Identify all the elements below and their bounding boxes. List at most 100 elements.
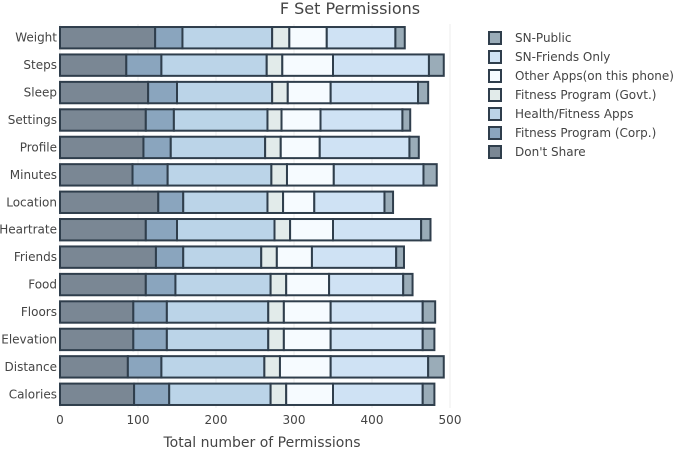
bar-segment xyxy=(421,300,437,324)
bar-segment xyxy=(278,355,332,379)
bar-segment xyxy=(165,327,270,352)
bar-segment xyxy=(329,80,420,105)
bar-segment xyxy=(142,135,172,160)
bar-segment xyxy=(132,300,168,324)
bar-segment xyxy=(285,272,331,297)
bar-segment xyxy=(266,190,285,214)
y-tick-label: Sleep xyxy=(24,86,57,100)
bar-segment xyxy=(329,327,424,352)
bar-segment xyxy=(310,245,398,269)
legend-label: SN-Friends Only xyxy=(515,50,610,64)
bar-segment xyxy=(263,355,281,379)
x-tick-label: 0 xyxy=(56,413,64,427)
bar-segment xyxy=(169,135,267,160)
legend-swatch xyxy=(488,88,502,102)
bar-segment xyxy=(329,355,430,379)
bar-segment xyxy=(273,218,292,242)
bar-segment xyxy=(166,163,273,187)
y-axis-ticks: Calories Distance Elevation Floors Food Frien… xyxy=(0,31,57,402)
bar-segment xyxy=(383,190,395,214)
bars xyxy=(59,26,445,406)
bar-segment xyxy=(332,163,425,187)
y-tick-label: Heartrate xyxy=(0,223,57,237)
bar-segment xyxy=(282,300,332,324)
legend-swatch xyxy=(488,107,502,121)
y-tick-label: Distance xyxy=(5,360,57,374)
y-tick-label: Profile xyxy=(20,140,57,154)
bar-segment xyxy=(133,382,171,406)
y-tick-label: Weight xyxy=(15,31,57,45)
bar-segment xyxy=(271,80,289,105)
y-tick-label: Minutes xyxy=(10,168,57,182)
bar-segment xyxy=(289,218,335,242)
bar-segment xyxy=(286,80,332,105)
bar-segment xyxy=(260,245,278,269)
bar-segment xyxy=(157,190,185,214)
x-tick-label: 200 xyxy=(205,413,228,427)
bar-segment xyxy=(427,355,445,379)
bar-segment xyxy=(269,272,288,297)
bar-segment xyxy=(395,245,405,269)
bar-segment xyxy=(126,355,163,379)
chart-title: F Set Permissions xyxy=(280,0,420,18)
bar-segment xyxy=(332,53,430,77)
legend: SN-Public SN-Friends Only Other Apps(on th… xyxy=(488,31,674,159)
bar-segment xyxy=(318,135,411,160)
legend-label: Fitness Program (Govt.) xyxy=(515,88,656,102)
bar-segment xyxy=(282,190,316,214)
bar-segment xyxy=(182,190,269,214)
bar-segment xyxy=(332,382,424,406)
bar-segment xyxy=(319,108,404,132)
bar-segment xyxy=(59,245,157,269)
bar-segment xyxy=(265,53,284,77)
bar-segment xyxy=(275,245,313,269)
bar-segment xyxy=(325,26,397,50)
bar-segment xyxy=(279,135,321,160)
bar-segment xyxy=(420,218,432,242)
bar-segment xyxy=(421,382,436,406)
bar-segment xyxy=(176,218,276,242)
legend-label: Health/Fitness Apps xyxy=(515,107,634,121)
legend-swatch xyxy=(488,69,502,83)
legend-swatch xyxy=(488,31,502,45)
x-axis-ticks: 0 100 200 300 400 500 xyxy=(56,413,461,427)
bar-segment xyxy=(160,355,266,379)
bar-segment xyxy=(408,135,420,160)
bar-segment xyxy=(282,327,332,352)
bar-segment xyxy=(59,108,147,132)
bar-segment xyxy=(144,108,175,132)
bar-segment xyxy=(332,218,423,242)
bar-segment xyxy=(154,245,185,269)
bar-segment xyxy=(266,108,283,132)
y-tick-label: Food xyxy=(28,278,57,292)
x-tick-label: 300 xyxy=(283,413,306,427)
bar-segment xyxy=(165,300,270,324)
legend-label: Other Apps(on this phone) xyxy=(515,69,674,83)
bar-segment xyxy=(271,26,291,50)
legend-swatch xyxy=(488,50,502,64)
bar-segment xyxy=(172,108,269,132)
bar-segment xyxy=(394,26,406,50)
bar-segment xyxy=(328,272,405,297)
y-tick-label: Location xyxy=(6,195,57,209)
bar-segment xyxy=(288,26,328,50)
x-tick-label: 400 xyxy=(361,413,384,427)
x-tick-label: 500 xyxy=(439,413,462,427)
bar-segment xyxy=(285,382,335,406)
bar-segment xyxy=(59,382,136,406)
bar-segment xyxy=(417,80,430,105)
y-tick-label: Friends xyxy=(14,250,57,264)
bar-segment xyxy=(401,108,412,132)
y-tick-label: Elevation xyxy=(1,332,57,346)
bar-segment xyxy=(59,300,135,324)
bar-segment xyxy=(132,327,168,352)
bar-segment xyxy=(59,163,134,187)
bar-segment xyxy=(59,53,128,77)
legend-label: Don't Share xyxy=(515,145,586,159)
bar-segment xyxy=(182,245,263,269)
bar-segment xyxy=(267,327,285,352)
bar-segment xyxy=(280,108,322,132)
bar-segment xyxy=(421,327,436,352)
legend-label: SN-Public xyxy=(515,31,571,45)
bar-segment xyxy=(59,190,160,214)
